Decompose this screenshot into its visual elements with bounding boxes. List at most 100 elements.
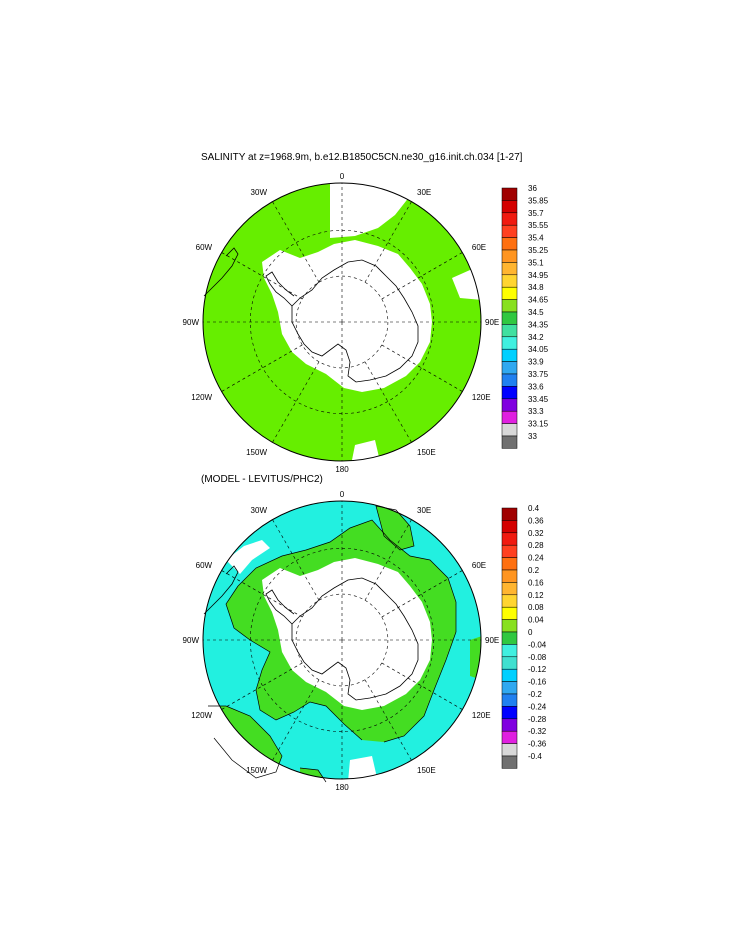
colorbar-box bbox=[501, 532, 518, 546]
colorbar-label: 33.75 bbox=[528, 370, 549, 379]
colorbar-box bbox=[501, 224, 518, 238]
longitude-label: 150E bbox=[417, 448, 436, 457]
colorbar-label: 35.55 bbox=[528, 221, 549, 230]
longitude-label: 120E bbox=[472, 393, 491, 402]
longitude-label: 120E bbox=[472, 711, 491, 720]
colorbar-box bbox=[501, 410, 518, 424]
colorbar-label: -0.04 bbox=[528, 640, 547, 649]
colorbar-label: 34.2 bbox=[528, 333, 544, 342]
colorbar-box bbox=[501, 520, 518, 534]
colorbar-label: 33.6 bbox=[528, 382, 544, 391]
longitude-label: 150E bbox=[417, 766, 436, 775]
longitude-label: 90E bbox=[485, 318, 499, 327]
colorbar-box bbox=[501, 423, 518, 437]
panel2-map: 0 30E 60E 90E 120E 150E 180 150W 120W 90W 60W 30W bbox=[183, 490, 500, 792]
colorbar-label: -0.32 bbox=[528, 727, 547, 736]
colorbar-label: -0.36 bbox=[528, 740, 547, 749]
colorbar-box bbox=[501, 274, 518, 288]
colorbar-label: 0.36 bbox=[528, 516, 544, 525]
panel1-antarctica-coastline bbox=[291, 259, 419, 383]
longitude-label: 180 bbox=[335, 465, 349, 474]
colorbar-label: 0.08 bbox=[528, 603, 544, 612]
colorbar-box bbox=[501, 681, 518, 695]
colorbar-box bbox=[501, 262, 518, 276]
colorbar-box bbox=[501, 187, 518, 201]
panel2-colorbar: 0.4 0.36 0.32 0.28 0.24 0.2 0.16 0.12 0.08 0.04 0 -… bbox=[501, 504, 547, 769]
colorbar-label: 35.85 bbox=[528, 196, 549, 205]
colorbar-box bbox=[501, 361, 518, 375]
colorbar-box bbox=[501, 299, 518, 313]
colorbar-box bbox=[501, 286, 518, 300]
colorbar-box bbox=[501, 743, 518, 757]
longitude-label: 60E bbox=[472, 243, 486, 252]
colorbar-box bbox=[501, 311, 518, 325]
panel2-map-border bbox=[202, 500, 482, 780]
colorbar-box bbox=[501, 619, 518, 633]
panel1-peninsula-coastline bbox=[265, 271, 295, 307]
colorbar-label: 35.7 bbox=[528, 209, 544, 218]
longitude-label: 180 bbox=[335, 783, 349, 792]
panel2-longitude-labels: 0 30E 60E 90E 120E 150E 180 150W 120W 90W 60W 30W bbox=[183, 490, 500, 792]
panel2-nodata-region bbox=[348, 756, 378, 779]
panel1-south-america-coastline bbox=[203, 247, 239, 297]
colorbar-box bbox=[501, 200, 518, 214]
colorbar-label: 33 bbox=[528, 432, 537, 441]
longitude-label: 30E bbox=[417, 506, 431, 515]
longitude-label: 150W bbox=[246, 448, 267, 457]
colorbar-box bbox=[501, 212, 518, 226]
colorbar-label: 0.04 bbox=[528, 616, 544, 625]
colorbar-box bbox=[501, 557, 518, 571]
panel2-graticule bbox=[203, 501, 481, 779]
colorbar-label: 33.45 bbox=[528, 395, 549, 404]
colorbar-label: 34.8 bbox=[528, 283, 544, 292]
colorbar-box bbox=[501, 435, 518, 449]
colorbar-label: 35.25 bbox=[528, 246, 549, 255]
colorbar-label: 35.1 bbox=[528, 258, 544, 267]
colorbar-box bbox=[501, 730, 518, 744]
colorbar-label: 35.4 bbox=[528, 234, 544, 243]
panel1-map-border bbox=[202, 182, 482, 462]
colorbar-box bbox=[501, 373, 518, 387]
colorbar-label: 0.28 bbox=[528, 541, 544, 550]
colorbar-box bbox=[501, 249, 518, 263]
colorbar-label: 33.9 bbox=[528, 358, 544, 367]
panel2-south-america-coastline bbox=[203, 565, 239, 615]
colorbar-box bbox=[501, 668, 518, 682]
colorbar-box bbox=[501, 656, 518, 670]
colorbar-box bbox=[501, 398, 518, 412]
colorbar-label: -0.24 bbox=[528, 702, 547, 711]
colorbar-label: -0.28 bbox=[528, 715, 547, 724]
colorbar-box bbox=[501, 324, 518, 338]
colorbar-box bbox=[501, 237, 518, 251]
colorbar-label: 0.32 bbox=[528, 529, 544, 538]
colorbar-box bbox=[501, 348, 518, 362]
colorbar-box bbox=[501, 582, 518, 596]
longitude-label: 120W bbox=[191, 711, 212, 720]
colorbar-box bbox=[501, 569, 518, 583]
panel1-map: 0 30E 60E 90E 120E 150E 180 150W 120W 90W 60W 30W bbox=[183, 172, 500, 474]
longitude-label: 90E bbox=[485, 636, 499, 645]
colorbar-label: -0.08 bbox=[528, 653, 547, 662]
colorbar-label: 34.35 bbox=[528, 320, 549, 329]
colorbar-label: 33.3 bbox=[528, 407, 544, 416]
colorbar-box bbox=[501, 718, 518, 732]
latitude-circle bbox=[295, 593, 389, 687]
panel1-colorbar: 36 35.85 35.7 35.55 35.4 35.25 35.1 34.95 34.8 34… bbox=[501, 184, 549, 449]
panel2-title: (MODEL - LEVITUS/PHC2) bbox=[201, 474, 323, 485]
panel2-positive-region bbox=[376, 506, 414, 550]
colorbar-label: -0.16 bbox=[528, 678, 547, 687]
panel2-nodata-region bbox=[226, 540, 270, 574]
colorbar-label: -0.12 bbox=[528, 665, 547, 674]
longitude-label: 30E bbox=[417, 188, 431, 197]
colorbar-box bbox=[501, 336, 518, 350]
longitude-label: 0 bbox=[340, 490, 345, 499]
colorbar-label: 0.16 bbox=[528, 578, 544, 587]
colorbar-box bbox=[501, 594, 518, 608]
longitude-label: 150W bbox=[246, 766, 267, 775]
colorbar-box bbox=[501, 507, 518, 521]
colorbar-box bbox=[501, 544, 518, 558]
colorbar-box bbox=[501, 631, 518, 645]
colorbar-label: 0.12 bbox=[528, 591, 544, 600]
longitude-label: 120W bbox=[191, 393, 212, 402]
